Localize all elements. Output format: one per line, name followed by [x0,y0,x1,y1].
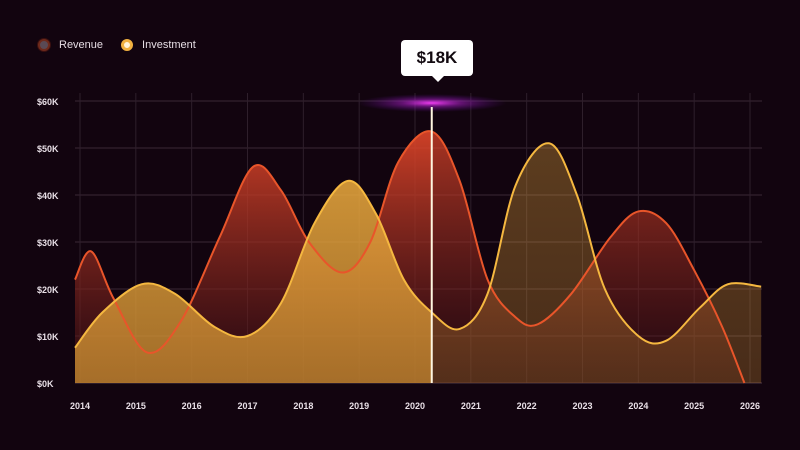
x-tick-label: 2024 [628,401,648,411]
y-axis: $0K $10K $20K $30K $40K $50K $60K [37,97,59,389]
x-tick-label: 2014 [70,401,90,411]
y-tick-label: $0K [37,379,54,389]
tooltip-value: $18K [416,48,458,67]
y-tick-label: $60K [37,97,59,107]
x-tick-label: 2015 [126,401,146,411]
legend-label-revenue: Revenue [59,39,104,51]
x-tick-label: 2021 [461,401,481,411]
revenue-legend-dot-icon [38,39,50,51]
y-tick-label: $50K [37,144,59,154]
x-tick-label: 2023 [572,401,592,411]
x-tick-label: 2018 [293,401,313,411]
y-tick-label: $30K [37,238,59,248]
legend-item-revenue[interactable]: Revenue [38,39,103,51]
x-tick-label: 2019 [349,401,369,411]
y-tick-label: $10K [37,332,59,342]
x-tick-label: 2020 [405,401,425,411]
value-tooltip: $18K [401,40,473,82]
investment-area-left [75,180,432,383]
x-tick-label: 2022 [517,401,537,411]
investment-area-right [431,143,762,383]
x-tick-label: 2016 [182,401,202,411]
x-tick-label: 2025 [684,401,704,411]
glow-highlight [356,94,507,112]
investment-legend-dot-icon [121,39,134,51]
legend: Revenue Investment [38,39,196,51]
y-tick-label: $40K [37,191,59,201]
x-tick-label: 2026 [740,401,760,411]
y-tick-label: $20K [37,285,59,295]
legend-label-investment: Investment [142,39,196,51]
marker-glow [356,94,507,112]
x-tick-label: 2017 [237,401,257,411]
x-axis: 2014 2015 2016 2017 2018 2019 2020 2021 2022 2023… [70,401,760,411]
revenue-line [74,130,746,384]
legend-item-investment[interactable]: Investment [121,39,196,51]
